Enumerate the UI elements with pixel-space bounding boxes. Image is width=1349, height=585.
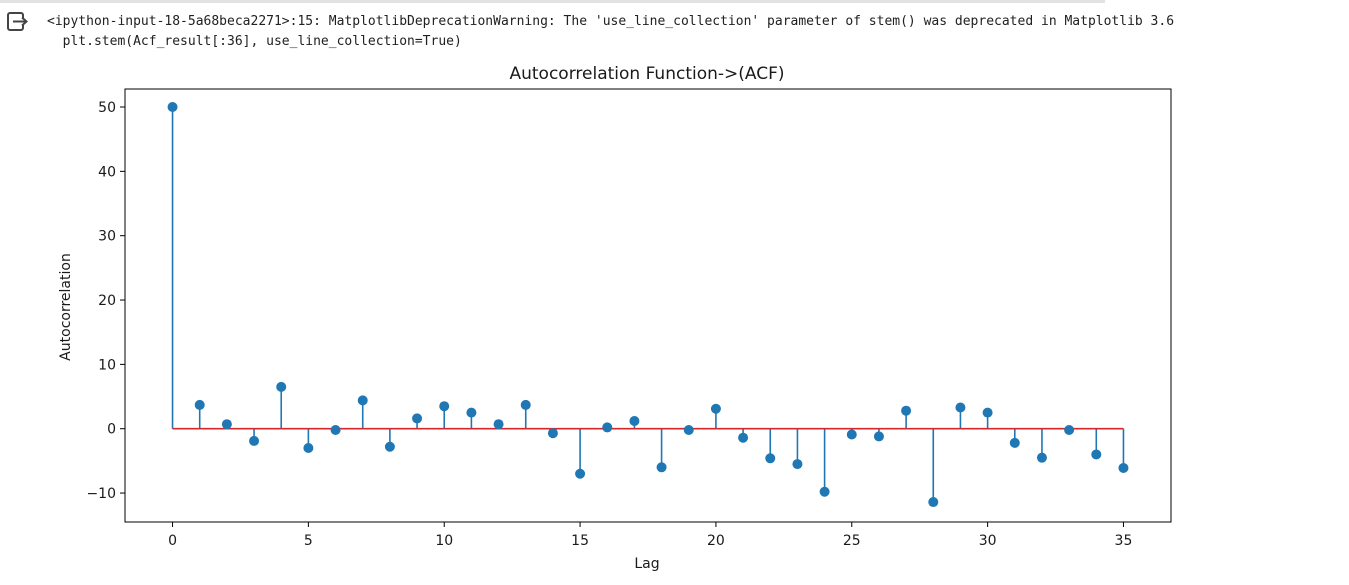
x-tick-label: 10	[435, 533, 453, 549]
stem-marker	[575, 468, 586, 479]
x-tick-label: 25	[843, 533, 861, 549]
stem-marker	[303, 443, 314, 454]
stem-marker	[547, 428, 558, 439]
y-tick-label: 20	[98, 293, 116, 309]
chart-title: Autocorrelation Function->(ACF)	[509, 64, 784, 84]
x-tick-label: 0	[168, 533, 177, 549]
stem-marker	[1118, 462, 1129, 473]
axes-frame	[124, 88, 1172, 523]
stem-marker	[602, 422, 613, 433]
stem-marker	[656, 462, 667, 473]
warning-code-line: plt.stem(Acf_result[:36], use_line_colle…	[47, 34, 462, 49]
stem-marker	[249, 435, 260, 446]
stem-marker	[683, 424, 694, 435]
stem-marker	[1009, 437, 1020, 448]
output-redirect-icon[interactable]	[5, 10, 31, 34]
stem-marker	[384, 441, 395, 452]
stem-marker	[792, 459, 803, 470]
y-tick-label: 40	[98, 164, 116, 180]
warning-line: <ipython-input-18-5a68beca2271>:15: Matp…	[47, 14, 1175, 29]
stem-marker	[846, 429, 857, 440]
stem-marker	[1064, 424, 1075, 435]
y-tick-label: −10	[86, 486, 116, 502]
stem-marker	[276, 381, 287, 392]
stem-marker	[1036, 452, 1047, 463]
stem-marker	[738, 432, 749, 443]
stem-marker	[955, 402, 966, 413]
stem-marker	[1091, 449, 1102, 460]
stem-marker	[982, 407, 993, 418]
stem-marker	[167, 102, 178, 113]
stem-marker	[357, 395, 368, 406]
stem-marker	[330, 424, 341, 435]
y-tick-label: 30	[98, 229, 116, 245]
stem-marker	[466, 407, 477, 418]
y-tick-label: 50	[98, 100, 116, 116]
stem-marker	[629, 415, 640, 426]
stem-marker	[412, 413, 423, 424]
x-axis-label: Lag	[634, 556, 659, 572]
x-tick-label: 30	[979, 533, 997, 549]
stem-marker	[439, 401, 450, 412]
x-tick-label: 5	[304, 533, 313, 549]
stem-marker	[819, 486, 830, 497]
y-tick-label: 0	[107, 422, 116, 438]
stem-marker	[765, 453, 776, 464]
stem-marker	[493, 419, 504, 430]
stem-marker	[901, 405, 912, 416]
stem-marker	[710, 403, 721, 414]
stem-marker	[873, 431, 884, 442]
plot-area: 0 5 10 15 20 25 30 35 −10 0 10 20 30 40 50	[86, 88, 1172, 549]
y-tick-label: 10	[98, 357, 116, 373]
top-divider	[0, 0, 1105, 3]
stem-marker	[221, 419, 232, 430]
y-axis-label: Autocorrelation	[58, 253, 74, 361]
x-tick-label: 15	[571, 533, 589, 549]
stem-marker	[194, 399, 205, 410]
warning-output: <ipython-input-18-5a68beca2271>:15: Matp…	[47, 12, 1174, 52]
stem-marker	[520, 399, 531, 410]
x-tick-label: 35	[1115, 533, 1133, 549]
x-tick-label: 20	[707, 533, 725, 549]
stem-marker	[928, 497, 939, 508]
